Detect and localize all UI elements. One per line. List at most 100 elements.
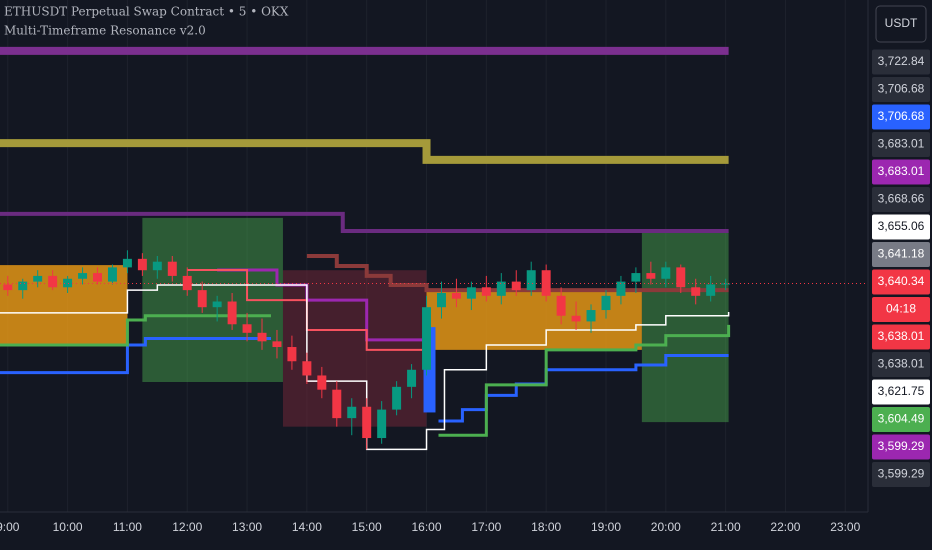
candle-body (167, 261, 177, 276)
candle-body (347, 406, 357, 419)
candle-body (78, 273, 88, 279)
candle-body (436, 292, 446, 308)
x-tick-label: 16:00 (412, 520, 442, 534)
candle-body (272, 341, 282, 348)
candle-body (182, 275, 192, 291)
symbol-title: ETHUSDT Perpetual Swap Contract • 5 • OK… (4, 5, 289, 19)
indicator-line (0, 139, 729, 164)
price-tag (872, 407, 930, 432)
x-tick-label: 15:00 (352, 520, 382, 534)
price-tag-label: 3,683.01 (878, 137, 925, 151)
price-tag-label: 3,706.68 (878, 82, 925, 96)
indicator-line (306, 254, 729, 293)
price-tag (872, 132, 930, 157)
candle-body (48, 275, 58, 288)
candle-body (302, 361, 312, 376)
price-tag (872, 462, 930, 487)
candle-body (212, 301, 222, 308)
price-tag-label: 3,683.01 (878, 164, 925, 178)
candle-body (661, 267, 671, 279)
zone (282, 270, 427, 427)
indicator-line (0, 284, 730, 451)
candle-body (197, 290, 207, 308)
price-tag (872, 242, 930, 267)
price-tag (872, 434, 930, 460)
price-tag-label: 3,668.66 (878, 192, 925, 206)
price-tag-label: 3,599.29 (878, 439, 925, 453)
candle-body (526, 270, 536, 291)
candle-body (137, 258, 147, 271)
candle-body (466, 287, 476, 299)
candle-body (631, 273, 641, 282)
price-tag (872, 49, 930, 75)
x-tick-label: 12:00 (172, 520, 202, 534)
indicator-line (0, 314, 731, 437)
price-tag (872, 297, 930, 322)
candle-body (422, 307, 432, 370)
candle-body (242, 324, 252, 333)
x-tick-label: 14:00 (292, 520, 322, 534)
plot-area (0, 0, 868, 512)
candle-body (407, 369, 417, 387)
price-tag (872, 77, 930, 102)
price-tag-label: 3,706.68 (878, 109, 925, 123)
candle-body (616, 281, 626, 296)
candle-body (332, 389, 342, 419)
price-tag-label: 3,638.01 (878, 329, 925, 343)
candle-body (451, 292, 461, 299)
x-tick-label: 9:00 (0, 520, 20, 534)
x-tick-label: 21:00 (711, 520, 741, 534)
x-tick-label: 13:00 (232, 520, 262, 534)
candle-body (107, 267, 117, 282)
candle-body (93, 273, 102, 282)
price-tag (872, 214, 930, 240)
x-tick-label: 20:00 (651, 520, 681, 534)
price-tag-label: 04:18 (886, 302, 916, 316)
price-tag (872, 269, 930, 295)
price-tag (872, 159, 930, 185)
candle-body (152, 261, 162, 271)
price-tag-label: 3,599.29 (878, 467, 925, 481)
price-tag-label: 3,638.01 (878, 357, 925, 371)
candle-body (496, 281, 506, 296)
price-tag (872, 352, 930, 377)
candle-body (601, 295, 611, 311)
price-tag (872, 324, 930, 350)
candle-body (317, 375, 327, 390)
x-tick-label: 19:00 (591, 520, 621, 534)
x-tick-label: 22:00 (770, 520, 800, 534)
price-tag-label: 3,621.75 (878, 384, 925, 398)
candle-body (227, 301, 237, 325)
price-tag (872, 187, 930, 212)
candle-body (646, 273, 656, 279)
currency-button[interactable] (875, 5, 927, 43)
price-tag (872, 379, 930, 405)
candle-body (257, 332, 267, 342)
currency-label: USDT (885, 16, 918, 30)
price-tag-label: 3,655.06 (878, 219, 925, 233)
candle-body (362, 406, 372, 439)
zone (0, 265, 128, 346)
candle-body (541, 270, 551, 296)
candle-body (691, 287, 701, 296)
candle-body (676, 267, 686, 288)
candle-body (3, 284, 13, 291)
x-tick-label: 23:00 (830, 520, 860, 534)
candle-body (63, 278, 73, 288)
candle-body (287, 347, 297, 362)
candle-body (122, 258, 132, 268)
candle-body (586, 310, 596, 322)
x-tick-label: 18:00 (531, 520, 561, 534)
price-tag-label: 3,722.84 (878, 54, 925, 68)
candle-body (392, 386, 402, 410)
zone (641, 231, 729, 423)
x-tick-label: 11:00 (113, 520, 142, 534)
candle-body (721, 283, 731, 285)
candle-body (377, 409, 387, 439)
price-tag-label: 3,604.49 (878, 412, 925, 426)
indicator-title: Multi-Timeframe Resonance v2.0 (4, 24, 206, 38)
x-tick-label: 10:00 (53, 520, 83, 534)
